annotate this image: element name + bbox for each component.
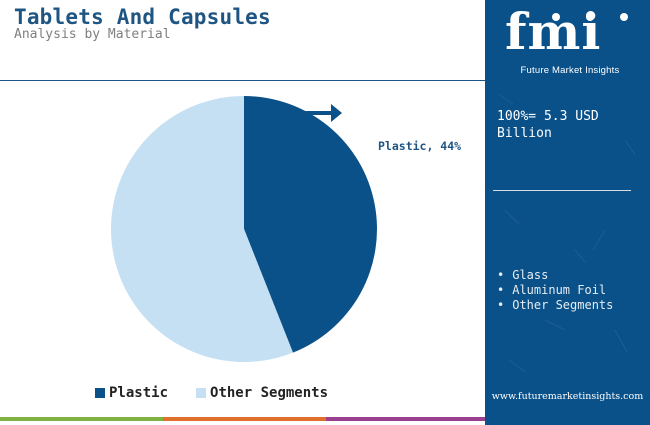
pie-slice-plastic [244, 96, 378, 353]
legend-swatch-plastic [95, 388, 105, 398]
pie-chart [111, 96, 378, 362]
chart-subtitle: Analysis by Material [14, 27, 171, 42]
website-link[interactable]: www.futuremarketinsights.com [491, 391, 644, 402]
market-total-label: 100%= 5.3 USD Billion [497, 109, 599, 141]
logo-dots-icon [552, 13, 628, 21]
bottom-bar-green [0, 417, 163, 421]
legend-item-plastic: Plastic [95, 385, 168, 401]
plastic-slice-label: Plastic, 44% [378, 139, 462, 153]
bottom-bar-purple [326, 417, 485, 421]
brand-sidebar: fmi Future Market Insights 100%= 5.3 USD… [485, 0, 650, 425]
callout-arrow-icon [304, 104, 342, 122]
other-segments-list: Glass Aluminum Foil Other Segments [497, 268, 613, 313]
header-divider [0, 80, 485, 81]
sidebar-divider [493, 190, 631, 191]
fmi-logo-mark: fmi [505, 2, 602, 61]
bottom-color-bar [0, 417, 485, 421]
segment-item-glass: Glass [497, 268, 613, 283]
segment-item-other-segments: Other Segments [497, 298, 613, 313]
fmi-logo-tagline: Future Market Insights [520, 65, 620, 76]
fmi-logo: fmi Future Market Insights [500, 2, 640, 80]
pie-slice-other-segments [111, 96, 293, 362]
legend-label-plastic: Plastic [109, 385, 169, 401]
legend-swatch-other-segments [196, 388, 207, 398]
legend: Plastic Other Segments [95, 385, 356, 401]
pie-slices [111, 96, 378, 362]
bottom-bar-orange [163, 417, 326, 421]
chart-title: Tablets And Capsules [14, 5, 271, 29]
legend-label-other-segments: Other Segments [210, 385, 329, 401]
segment-item-aluminum-foil: Aluminum Foil [497, 283, 613, 298]
legend-item-other-segments: Other Segments [196, 385, 328, 401]
